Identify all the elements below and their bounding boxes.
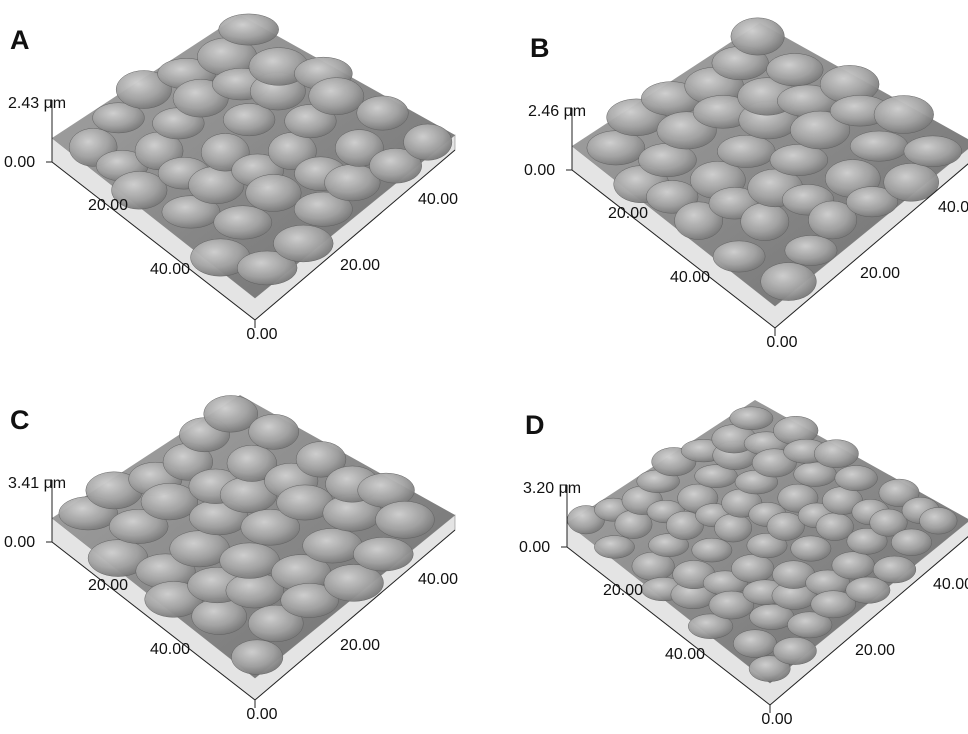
- grain: [309, 78, 364, 115]
- panel-label: D: [525, 410, 545, 440]
- grain: [730, 407, 773, 430]
- panel-label: B: [530, 33, 550, 63]
- grain: [761, 263, 817, 301]
- afm-panel: A 2.43 μm 0.00 0.00 20.00 40.00 20.00 40.00: [4, 14, 458, 343]
- figure: A 2.43 μm 0.00 0.00 20.00 40.00 20.00 40.00 B 2.4…: [0, 0, 968, 734]
- origin-label: 0.00: [246, 326, 277, 343]
- grain: [835, 466, 878, 491]
- grain: [850, 131, 908, 161]
- afm-panel: D 3.20 μm 0.00 0.00 20.00 40.00 20.00 40.00: [519, 400, 968, 728]
- grain: [874, 96, 934, 134]
- left-tick-label: 40.00: [150, 641, 190, 658]
- grain: [404, 124, 452, 160]
- left-tick-label: 40.00: [150, 261, 190, 278]
- grain: [741, 203, 789, 241]
- grain: [594, 536, 634, 559]
- grain: [713, 241, 765, 272]
- grain: [904, 136, 962, 167]
- panel-label: A: [10, 25, 30, 55]
- right-tick-label: 40.00: [418, 571, 458, 588]
- afm-panel: B 2.46 μm 0.00 0.00 20.00 40.00 20.00 40.00: [524, 18, 968, 351]
- grain: [249, 414, 299, 449]
- z-min-label: 0.00: [519, 539, 550, 556]
- right-tick-label: 20.00: [340, 637, 380, 654]
- grain: [891, 529, 931, 556]
- right-tick-label: 40.00: [418, 191, 458, 208]
- z-min-label: 0.00: [524, 162, 555, 179]
- panel-label: C: [10, 405, 30, 435]
- z-max-label: 3.20 μm: [523, 480, 581, 497]
- grain: [273, 225, 333, 262]
- grain: [692, 538, 732, 562]
- origin-label: 0.00: [766, 334, 797, 351]
- grain: [814, 440, 858, 468]
- grain: [773, 637, 816, 664]
- z-min-label: 0.00: [4, 534, 35, 551]
- right-tick-label: 20.00: [860, 265, 900, 282]
- grain: [731, 554, 774, 582]
- grain: [375, 501, 434, 538]
- grain: [731, 18, 784, 55]
- grain: [785, 235, 837, 265]
- grain: [231, 640, 283, 675]
- grain: [246, 174, 302, 211]
- z-min-label: 0.00: [4, 154, 35, 171]
- grain: [714, 514, 751, 542]
- grain: [220, 543, 280, 579]
- grain: [214, 206, 272, 239]
- origin-label: 0.00: [246, 706, 277, 723]
- z-max-label: 2.43 μm: [8, 95, 66, 112]
- grain: [353, 537, 413, 571]
- origin-label: 0.00: [761, 711, 792, 728]
- left-tick-label: 20.00: [608, 205, 648, 222]
- left-tick-label: 20.00: [603, 582, 643, 599]
- z-max-label: 2.46 μm: [528, 103, 586, 120]
- grain: [766, 53, 823, 85]
- grain: [832, 552, 875, 579]
- left-tick-label: 20.00: [88, 197, 128, 214]
- right-tick-label: 40.00: [938, 199, 968, 216]
- z-max-label: 3.41 μm: [8, 475, 66, 492]
- grain: [919, 507, 957, 534]
- grain: [219, 14, 279, 45]
- grain: [303, 528, 363, 563]
- right-tick-label: 40.00: [933, 576, 968, 593]
- grain: [873, 556, 916, 583]
- grain: [791, 536, 831, 561]
- left-tick-label: 20.00: [88, 577, 128, 594]
- right-tick-label: 20.00: [855, 642, 895, 659]
- left-tick-label: 40.00: [670, 269, 710, 286]
- grain: [717, 135, 775, 167]
- right-tick-label: 20.00: [340, 257, 380, 274]
- grain: [733, 630, 776, 658]
- afm-panel: C 3.41 μm 0.00 0.00 20.00 40.00 20.00 40.00: [4, 395, 458, 723]
- grain: [357, 96, 409, 130]
- left-tick-label: 40.00: [665, 646, 705, 663]
